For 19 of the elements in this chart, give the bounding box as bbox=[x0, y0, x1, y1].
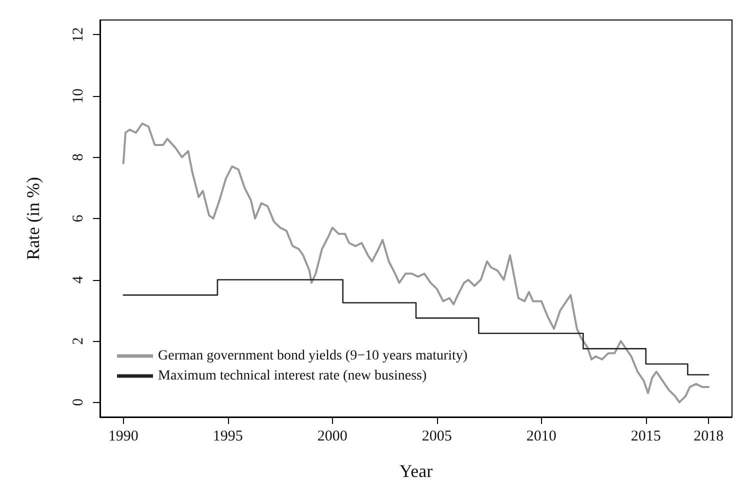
x-tick-label: 2005 bbox=[422, 428, 452, 444]
y-tick-label: 12 bbox=[70, 27, 86, 42]
x-tick-label: 2010 bbox=[526, 428, 556, 444]
x-tick-label: 2015 bbox=[630, 428, 661, 444]
y-tick-label: 8 bbox=[70, 153, 86, 161]
y-tick-label: 0 bbox=[70, 398, 86, 406]
y-tick-label: 10 bbox=[70, 88, 86, 104]
x-tick-label: 2000 bbox=[317, 428, 348, 444]
x-tick-label: 1990 bbox=[108, 428, 138, 444]
legend-label: German government bond yields (9−10 years maturity) bbox=[158, 348, 468, 364]
x-tick-label: 2018 bbox=[694, 428, 724, 444]
x-tick-label: 1995 bbox=[212, 428, 243, 444]
line-series bbox=[122, 122, 710, 404]
y-tick-label: 2 bbox=[70, 337, 86, 345]
legend-label: Maximum technical interest rate (new business) bbox=[158, 368, 427, 384]
y-tick-label: 4 bbox=[70, 276, 86, 284]
y-tick-label: 6 bbox=[70, 214, 86, 222]
x-axis-title: Year bbox=[399, 461, 433, 481]
y-axis-title: Rate (in %) bbox=[23, 177, 43, 260]
